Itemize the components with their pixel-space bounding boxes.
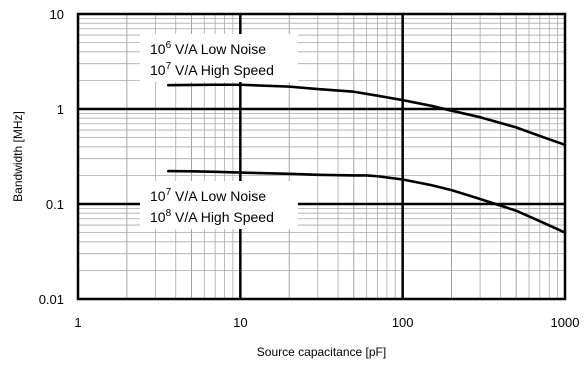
- annotation-line: 106 V/A Low Noise: [150, 40, 266, 57]
- y-axis-label: Bandwidth [MHz]: [11, 111, 25, 202]
- y-tick-label: 0.1: [46, 197, 64, 212]
- annotation-background: [140, 34, 298, 82]
- y-tick-label: 1: [57, 102, 64, 117]
- x-tick-labels: 1 10 100 1000: [74, 315, 579, 330]
- y-tick-labels: 0.01 0.1 1 10: [39, 7, 64, 307]
- x-tick-label: 100: [392, 315, 414, 330]
- series-line-2: [167, 169, 567, 234]
- y-tick-label: 0.01: [39, 292, 64, 307]
- annotation-group: 106 V/A Low Noise 107 V/A High Speed 107 V…: [140, 34, 298, 229]
- annotation-line: 108 V/A High Speed: [150, 208, 274, 225]
- annotation-line: 107 V/A Low Noise: [150, 187, 266, 204]
- x-axis-label: Source capacitance [pF]: [257, 345, 386, 359]
- annotation-background: [140, 181, 298, 229]
- series-line-1: [167, 83, 567, 147]
- plot-frame: [76, 12, 567, 301]
- y-tick-label: 10: [50, 7, 64, 22]
- x-tick-label: 1: [74, 315, 81, 330]
- x-tick-label: 10: [233, 315, 247, 330]
- series-group: [167, 83, 567, 234]
- x-tick-label: 1000: [551, 315, 580, 330]
- annotation-line: 107 V/A High Speed: [150, 61, 274, 78]
